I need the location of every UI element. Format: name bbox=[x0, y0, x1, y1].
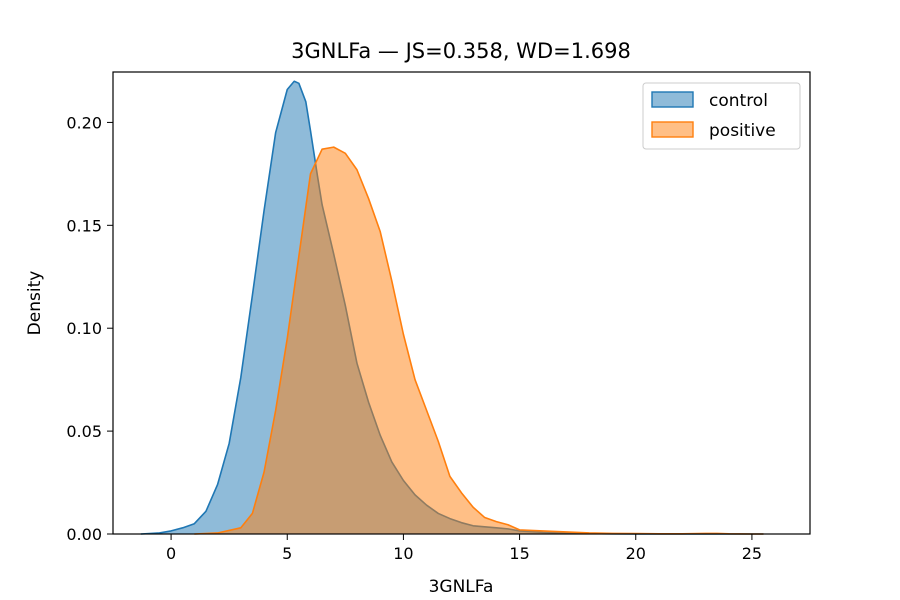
x-axis: 0 5 10 15 20 25 bbox=[166, 534, 762, 563]
y-tick-label: 0.00 bbox=[66, 525, 102, 544]
x-tick-label: 25 bbox=[742, 544, 762, 563]
y-axis: 0.00 0.05 0.10 0.15 0.20 bbox=[66, 113, 113, 544]
x-tick-label: 10 bbox=[393, 544, 413, 563]
y-tick-label: 0.05 bbox=[66, 422, 102, 441]
x-tick-label: 20 bbox=[626, 544, 646, 563]
legend: control positive bbox=[642, 82, 801, 150]
y-axis-label: Density bbox=[25, 271, 45, 336]
y-tick-label: 0.10 bbox=[66, 319, 102, 338]
chart-title: 3GNLFa — JS=0.358, WD=1.698 bbox=[291, 39, 631, 63]
legend-swatch-positive bbox=[651, 121, 694, 138]
series-area-positive bbox=[194, 147, 764, 535]
y-tick-label: 0.15 bbox=[66, 216, 102, 235]
legend-swatch-control bbox=[651, 91, 694, 108]
x-tick-label: 5 bbox=[282, 544, 292, 563]
x-tick-label: 15 bbox=[509, 544, 529, 563]
plot-frame bbox=[112, 71, 811, 535]
x-axis-label: 3GNLFa bbox=[429, 577, 494, 597]
y-tick-label: 0.20 bbox=[66, 113, 102, 132]
x-tick-label: 0 bbox=[166, 544, 176, 563]
legend-label-control: control bbox=[709, 91, 768, 111]
legend-label-positive: positive bbox=[709, 121, 776, 141]
